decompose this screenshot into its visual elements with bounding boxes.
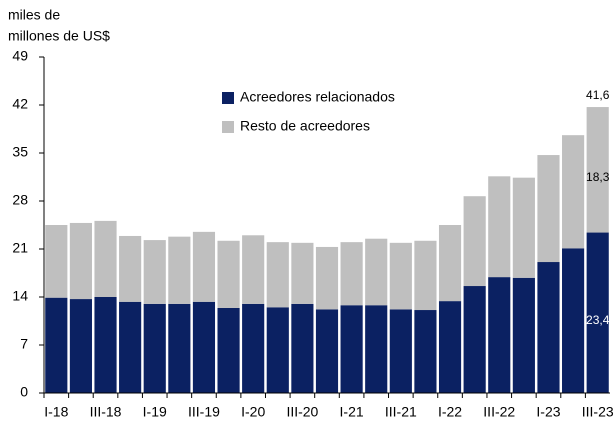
bar-segment [414,310,437,393]
bar-segment [266,307,289,393]
x-tick-label: I-22 [438,404,462,420]
x-tick-label: III-22 [483,404,515,420]
y-tick-label: 49 [12,48,28,64]
legend-label: Acreedores relacionados [240,89,395,105]
bar-segment [94,220,117,297]
bar-segment [340,305,363,393]
value-label: 23,4 [586,313,610,327]
x-tick-label: I-23 [536,404,560,420]
bar-segment [586,107,609,233]
bar-segment [291,303,314,393]
bar-segment [94,297,117,393]
y-axis-label: millones de US$ [8,28,110,44]
bar-segment [438,301,462,393]
bar-segment [119,235,142,302]
bar-segment [242,303,265,393]
bar-segment [389,309,412,393]
bar-segment [365,305,388,393]
legend-swatch [222,92,234,104]
x-tick-label: I-20 [241,404,265,420]
bar-segment [512,177,535,278]
x-tick-label: I-19 [143,404,167,420]
x-tick-label: III-20 [286,404,318,420]
bar-segment [168,303,191,393]
bar-segment [266,242,289,308]
x-tick-label: III-19 [188,404,220,420]
bar-segment [119,301,142,393]
bar-segment [45,225,68,298]
bar-segment [389,242,412,310]
bar-segment [45,297,68,393]
y-tick-label: 28 [12,192,28,208]
bar-segment [488,176,511,278]
bar-segment [562,248,585,393]
bar-segment [414,240,437,311]
bar-segment [488,277,511,393]
bar-segment [192,231,216,302]
x-tick-label: III-21 [385,404,417,420]
value-label: 18,3 [586,170,610,184]
bar-segment [168,236,191,304]
y-tick-label: 21 [12,240,28,256]
bar-segment [512,277,535,393]
bar-segment [463,286,486,393]
bar-segment [69,299,92,393]
y-tick-label: 0 [20,384,28,400]
bar-segment [463,196,486,287]
x-tick-label: I-18 [44,404,68,420]
bar-segment [537,262,560,393]
y-tick-label: 42 [12,96,28,112]
bar-segment [192,301,216,393]
x-tick-label: III-18 [90,404,122,420]
bar-segment [217,240,240,308]
y-tick-label: 7 [20,336,28,352]
legend-swatch [222,121,234,133]
y-tick-label: 35 [12,144,28,160]
bar-segment [217,307,240,393]
y-axis-label: miles de [8,7,60,23]
bar-segment [537,155,560,263]
bar-segment [365,238,388,306]
bar-segment [315,309,339,393]
bar-segment [291,242,314,304]
bar-segment [438,225,462,302]
bar-segment [242,235,265,304]
bar-segment [586,232,609,393]
bar-segment [562,135,585,249]
x-tick-label: I-21 [340,404,364,420]
bar-segment [315,246,339,310]
legend-label: Resto de acreedores [240,118,370,134]
x-tick-label: III-23 [582,404,614,420]
total-label: 41,6 [586,88,610,102]
bar-segment [69,222,92,300]
bar-segment [340,242,363,306]
bar-segment [143,240,166,304]
bar-segment [143,303,166,393]
y-tick-label: 14 [12,288,28,304]
